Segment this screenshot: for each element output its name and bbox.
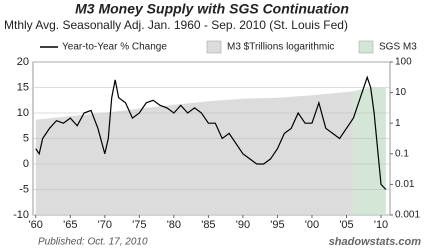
y2-tick-label: 10: [395, 87, 407, 98]
y2-tick-label: 0.01: [395, 179, 415, 190]
legend-swatch: [206, 40, 222, 54]
y-tick-label: -10: [13, 209, 29, 221]
area: [35, 91, 354, 215]
y-tick-label: 10: [17, 107, 29, 119]
area: [353, 87, 386, 215]
x-tick-label: '65: [63, 219, 77, 231]
x-tick-label: '05: [339, 219, 353, 231]
x-tick-label: '90: [236, 219, 250, 231]
legend-label: SGS M3: [379, 42, 417, 53]
y-tick-label: 20: [17, 56, 29, 68]
legend-label: M3 $Trillions logarithmic: [227, 42, 334, 53]
y2-tick-label: 1: [395, 118, 401, 129]
y-tick-label: 15: [17, 81, 29, 93]
chart-subtitle: Mthly Avg. Seasonally Adj. Jan. 1960 - S…: [4, 18, 348, 32]
x-tick-label: '85: [201, 219, 215, 231]
y2-tick-label: 100: [395, 57, 412, 68]
x-tick-label: '75: [132, 219, 146, 231]
source: shadowstats.com: [329, 236, 422, 248]
y-tick-label: -5: [19, 183, 29, 195]
legend-swatch: [358, 40, 374, 54]
x-tick-label: '00: [305, 219, 319, 231]
y2-tick-label: 0.001: [395, 210, 420, 221]
footnote: Published: Oct. 17, 2010: [38, 237, 148, 248]
legend-label: Year-to-Year % Change: [62, 42, 167, 53]
y-tick-label: 5: [23, 132, 29, 144]
chart-title: M3 Money Supply with SGS Continuation: [75, 1, 349, 17]
y-tick-label: 0: [23, 158, 29, 170]
x-tick-label: '70: [98, 219, 112, 231]
x-tick-label: '95: [270, 219, 284, 231]
x-tick-label: '80: [167, 219, 181, 231]
x-tick-label: '10: [374, 219, 388, 231]
x-tick-label: '60: [29, 219, 43, 231]
y2-tick-label: 0.1: [395, 148, 409, 159]
line: [35, 75, 387, 190]
